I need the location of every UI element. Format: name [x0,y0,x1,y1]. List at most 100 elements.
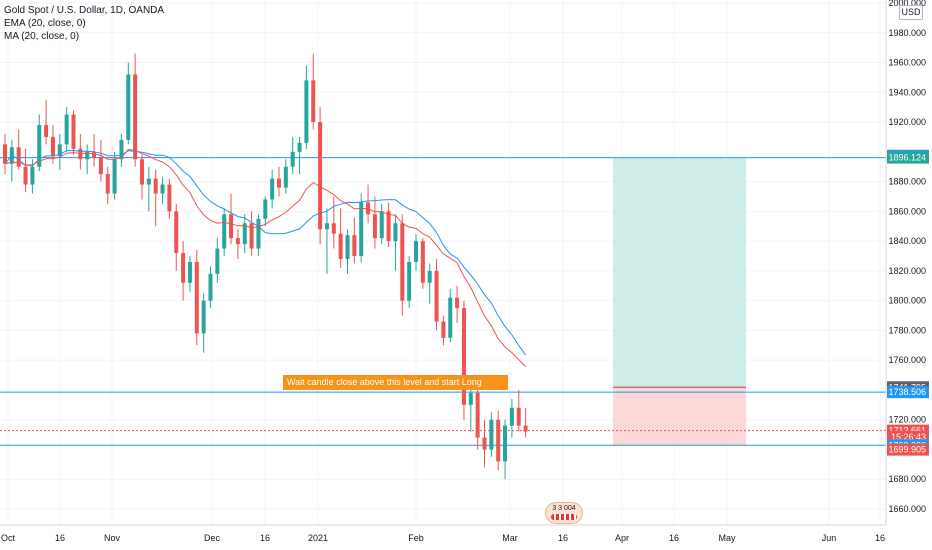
x-tick-label: Mar [502,533,518,543]
price-label: 1699.905 [888,445,926,455]
y-tick-label: 1960.000 [888,58,926,68]
price-labels: 1897.3491896.1241741.7951738.5061712.661… [887,149,929,456]
time-axis: Oct 16 Nov Dec 16 2021 Feb Mar 16 Apr 16 May Jun 16 [1,533,885,543]
y-tick-label: 1780.000 [888,325,926,335]
candle-body [366,202,371,215]
earnings-badge[interactable]: 3 3 004 [545,502,583,524]
legend-ma[interactable]: MA (20, close, 0) [4,31,80,42]
candle-body [153,178,158,194]
candle-body [338,233,343,259]
candle-body [23,166,28,185]
price-axis: 2000.000 1980.000 1960.000 1940.000 1920.000… [888,0,926,514]
candle-body [297,142,302,152]
y-tick-label: 1760.000 [888,355,926,365]
legend-ema[interactable]: EMA (20, close, 0) [4,18,86,29]
x-tick-label: Nov [104,533,121,543]
target-zone [613,157,746,388]
candle-body [304,80,309,143]
x-tick-label: Dec [204,533,221,543]
candle-body [174,211,179,254]
candle-body [324,223,329,230]
ema-line [4,148,526,367]
candle-body [448,297,453,338]
chart-grid [0,0,886,525]
candle-body [407,261,412,301]
y-tick-label: 1820.000 [888,266,926,276]
candle-body [119,139,124,160]
candle-body [215,248,220,274]
candle-body [277,178,281,188]
candle-body [160,184,165,194]
price-label-bg [887,151,929,164]
y-tick-label: 1660.000 [888,504,926,514]
candle-body [420,241,425,283]
candle-body [140,159,144,185]
candle-body [283,166,288,188]
horizontal-levels [0,157,886,446]
y-tick-label: 1720.000 [888,415,926,425]
candle-body [181,253,186,283]
candle-body [187,261,192,283]
chart-legend: Gold Spot / U.S. Dollar, 1D, OANDA EMA (… [4,4,164,43]
candle-body [98,157,103,175]
x-tick-label: 2021 [308,533,328,543]
candle-body [400,223,405,301]
annotation-callout[interactable]: Wait candle close above this level and s… [283,375,508,390]
price-label: 15:26:43 [891,432,926,442]
x-tick-label: 16 [260,533,270,543]
x-tick-label: 16 [875,533,885,543]
candle-body [222,214,227,249]
price-label-bg [887,443,929,456]
legend-symbol[interactable]: Gold Spot / U.S. Dollar, 1D, OANDA [4,5,165,16]
candle-body [359,202,364,256]
earnings-badge-text: 3 3 004 [552,505,576,512]
candle-body [44,125,49,137]
candle-body [64,114,69,145]
indicators [4,148,527,367]
y-tick-label: 1840.000 [888,236,926,246]
candle-body [523,425,528,432]
candle-body [270,178,275,200]
price-label: 1712.661 [888,426,926,436]
candle-body [57,144,62,157]
candle-body [30,166,35,185]
candle-body [133,74,138,160]
price-label: 1896.124 [888,153,926,163]
candle-body [3,144,7,164]
candle-body [461,308,466,405]
y-tick-label: 1980.000 [888,28,926,38]
candle-body [167,184,172,212]
y-tick-label: 1940.000 [888,87,926,97]
candle-body [372,214,377,239]
y-tick-label: 1680.000 [888,474,926,484]
x-tick-label: Feb [408,533,424,543]
candle-body [331,223,336,234]
x-tick-label: 16 [669,533,679,543]
y-tick-label: 1800.000 [888,296,926,306]
candle-body [146,178,151,185]
long-position-zones [613,157,746,446]
flag-icon [551,514,577,520]
candle-body [78,148,83,160]
candle-body [434,270,439,322]
candle-body [352,235,357,256]
candle-body [263,199,268,219]
currency-label[interactable]: USD [899,5,923,20]
y-tick-label: 1920.000 [888,117,926,127]
candle-body [85,151,90,160]
candle-body [92,151,97,158]
candle-body [345,235,350,259]
candle-body [256,218,261,249]
x-tick-label: Apr [615,533,629,543]
candle-body [201,300,206,334]
candle-body [318,122,323,230]
candle-body [441,321,446,338]
x-tick-label: 16 [55,533,65,543]
candle-body [379,211,384,239]
candles [3,53,528,480]
price-label-bg [887,386,929,399]
candle-body [489,419,494,450]
price-label: 1738.506 [888,387,926,397]
candle-body [105,174,110,194]
